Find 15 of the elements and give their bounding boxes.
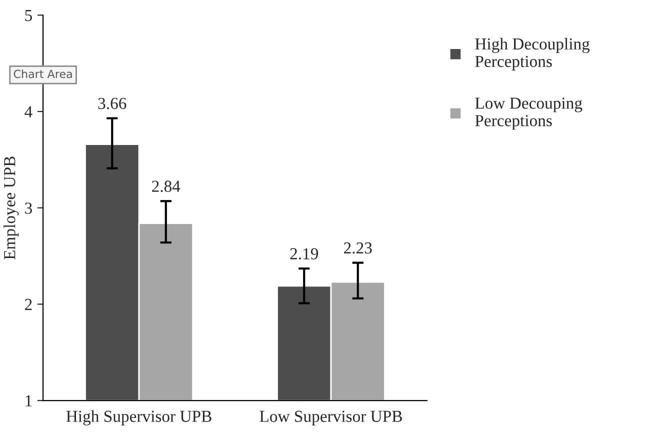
y-tick-label: 4 [24,106,32,118]
y-tick-label: 3 [25,202,32,214]
data-label: 2.23 [344,242,372,254]
y-tick-label: 1 [26,395,32,406]
data-label: 2.19 [290,248,318,260]
data-label: 2.84 [152,180,180,192]
legend-label: High Decoupling Perceptions [475,38,590,70]
y-tick-label: 2 [25,298,32,310]
annotation: Chart Area [14,69,72,78]
data-label: 3.66 [98,98,126,110]
legend-label: Low Decouping Perceptions [475,98,582,130]
y-tick-label: 5 [25,10,32,22]
x-tick-label: Low Supervisor UPB [260,410,402,426]
x-tick-label: High Supervisor UPB [66,410,212,426]
y-axis-title: Employee UPB [4,156,19,260]
